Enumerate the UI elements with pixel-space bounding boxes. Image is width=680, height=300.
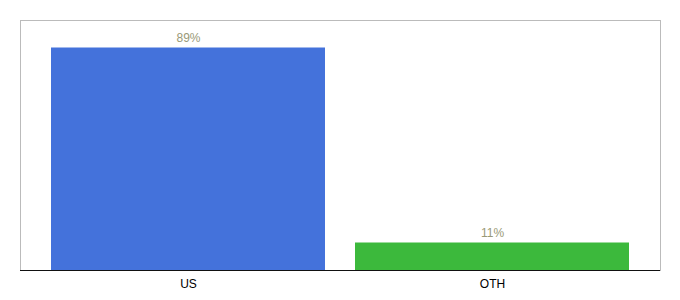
- svg-text:11%: 11%: [481, 226, 504, 240]
- svg-text:OTH: OTH: [480, 277, 505, 291]
- svg-text:89%: 89%: [176, 31, 200, 45]
- svg-text:US: US: [180, 277, 197, 291]
